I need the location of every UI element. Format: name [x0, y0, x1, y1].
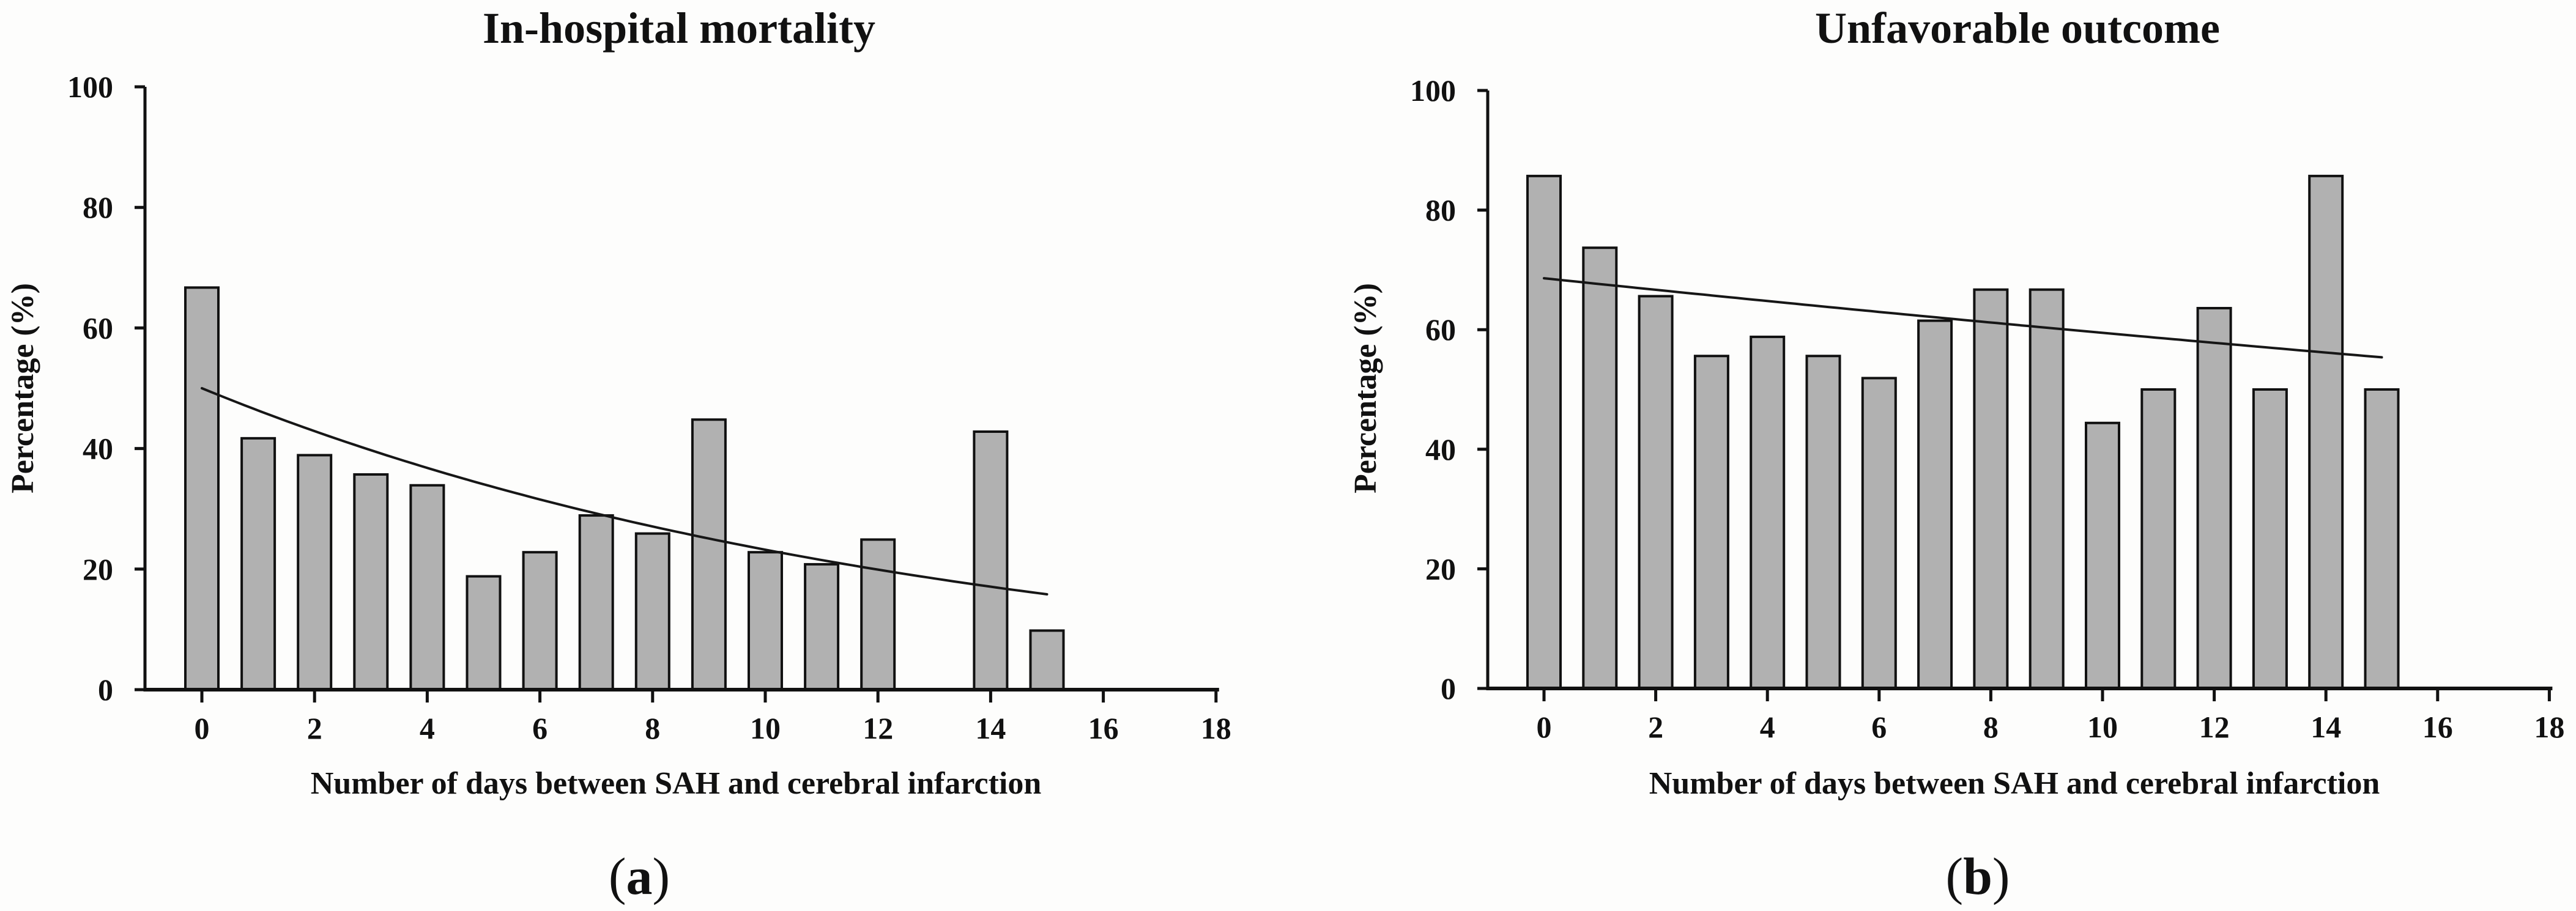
bar-day-9	[691, 418, 727, 691]
bar-day-15	[1029, 629, 1065, 691]
bar-day-15	[2364, 388, 2400, 690]
x-tick-label-8: 8	[1983, 710, 1999, 744]
x-tick-label-14: 14	[975, 711, 1006, 745]
bar-day-10	[748, 551, 783, 692]
y-tick-label-20: 20	[1425, 551, 1456, 586]
x-tick-label-0: 0	[1537, 710, 1552, 744]
caption-a-letter: a	[626, 847, 653, 905]
caption-b-close-paren: )	[1992, 847, 2010, 905]
y-tick-label-40: 40	[83, 432, 113, 466]
x-tick-label-10: 10	[2087, 710, 2118, 744]
trend-line-panel-a	[201, 387, 1049, 596]
bar-day-12	[860, 538, 896, 692]
panel-b-caption: (b)	[1945, 850, 2010, 902]
panel-b-title: Unfavorable outcome	[1815, 4, 2220, 53]
x-tick-label-18: 18	[1201, 711, 1231, 745]
y-tick-label-0: 0	[1441, 671, 1456, 706]
bar-day-2	[297, 454, 333, 691]
trend-line-panel-b	[1543, 277, 2383, 359]
bar-day-3	[1693, 355, 1729, 690]
bar-day-13	[2252, 388, 2288, 690]
bar-day-0	[184, 286, 220, 691]
y-tick-label-40: 40	[1425, 432, 1456, 467]
x-tick-label-6: 6	[532, 711, 547, 745]
bar-day-9	[2029, 288, 2065, 690]
x-tick-label-14: 14	[2311, 710, 2341, 744]
panel-a-y-axis-label: Percentage (%)	[6, 282, 40, 494]
x-tick-label-6: 6	[1871, 710, 1887, 744]
x-tick-label-12: 12	[863, 711, 893, 745]
y-tick-label-80: 80	[83, 190, 113, 224]
x-tick-label-4: 4	[420, 711, 435, 745]
x-tick-label-18: 18	[2534, 710, 2564, 744]
bar-day-6	[522, 551, 558, 692]
bar-day-4	[1750, 335, 1786, 690]
bar-day-7	[578, 514, 614, 692]
bar-day-1	[240, 437, 277, 691]
x-tick-label-2: 2	[1648, 710, 1663, 744]
x-tick-label-2: 2	[307, 711, 322, 745]
y-tick-label-100: 100	[67, 70, 113, 104]
y-tick-label-60: 60	[1425, 312, 1456, 347]
panel-a-title: In-hospital mortality	[482, 4, 876, 53]
y-tick-label-20: 20	[83, 552, 113, 586]
x-tick-label-16: 16	[2422, 710, 2453, 744]
x-tick-label-10: 10	[750, 711, 781, 745]
y-tick-label-100: 100	[1410, 73, 1456, 108]
x-tick-label-16: 16	[1088, 711, 1119, 745]
panel-a-caption: (a)	[609, 850, 670, 902]
bar-day-1	[1582, 246, 1618, 690]
x-tick-label-12: 12	[2199, 710, 2230, 744]
bar-day-2	[1638, 295, 1674, 690]
caption-b-letter: b	[1963, 847, 1992, 905]
bar-day-11	[804, 562, 840, 691]
caption-a-open-paren: (	[608, 847, 626, 905]
caption-b-open-paren: (	[1945, 847, 1964, 905]
panel-a-x-axis-label: Number of days between SAH and cerebral …	[310, 766, 1042, 801]
bar-day-14	[973, 430, 1009, 691]
x-tick-label-0: 0	[195, 711, 210, 745]
caption-a-close-paren: )	[652, 847, 670, 905]
y-tick-label-80: 80	[1425, 193, 1456, 227]
x-tick-label-8: 8	[645, 711, 660, 745]
bar-day-5	[466, 575, 502, 692]
bar-day-8	[1973, 288, 2009, 690]
bar-day-14	[2308, 174, 2344, 690]
panel-b-x-axis-label: Number of days between SAH and cerebral …	[1649, 766, 2380, 801]
bar-day-7	[1917, 319, 1953, 690]
bar-day-5	[1805, 355, 1841, 690]
bar-day-12	[2196, 306, 2232, 690]
y-tick-label-60: 60	[83, 311, 113, 345]
bar-day-10	[2085, 421, 2120, 690]
bar-day-3	[353, 473, 389, 691]
bar-day-4	[409, 484, 445, 691]
bar-day-11	[2140, 388, 2177, 690]
panel-b-y-axis-label: Percentage (%)	[1348, 282, 1383, 494]
bar-day-0	[1526, 174, 1562, 690]
bar-day-8	[634, 532, 670, 691]
y-tick-label-0: 0	[98, 673, 113, 707]
bar-day-6	[1861, 377, 1897, 690]
x-tick-label-4: 4	[1760, 710, 1775, 744]
